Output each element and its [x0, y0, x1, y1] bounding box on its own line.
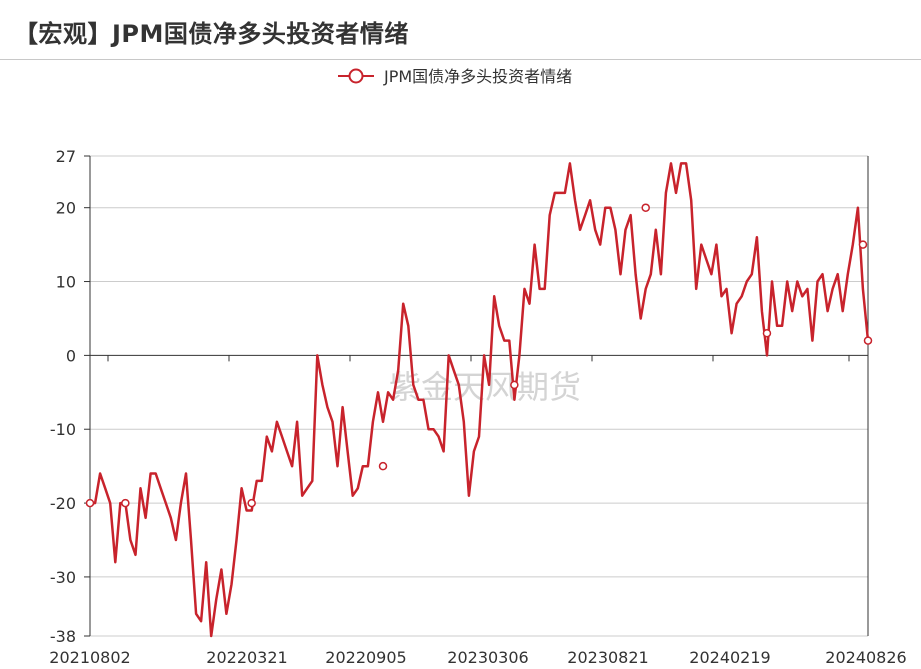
x-tick-label: 20220905 — [325, 648, 406, 667]
data-point-marker[interactable] — [641, 203, 650, 212]
legend-marker-icon — [348, 68, 364, 84]
x-tick-label: 20230821 — [567, 648, 648, 667]
y-axis-ticks: 27 20 10 0 -10 -20 -30 -38 — [50, 147, 90, 646]
x-tick-label: 20220321 — [206, 648, 287, 667]
y-tick-label: -10 — [50, 420, 76, 439]
data-point-marker[interactable] — [858, 240, 868, 249]
series-layer — [85, 162, 873, 638]
x-tick-label: 20230306 — [447, 648, 528, 667]
data-point-marker[interactable] — [510, 380, 519, 390]
y-tick-label: -30 — [50, 568, 76, 587]
x-axis-ticks: 20210802 20220321 20220905 20230306 20230821… — [49, 355, 907, 667]
data-point-marker[interactable] — [247, 498, 256, 508]
y-tick-label: 10 — [56, 273, 76, 292]
y-tick-label: -38 — [50, 627, 76, 646]
series-line — [88, 162, 870, 638]
legend-label: JPM国债净多头投资者情绪 — [383, 67, 572, 86]
legend[interactable]: JPM国债净多头投资者情绪 — [338, 67, 572, 86]
data-point-marker[interactable] — [121, 498, 130, 508]
y-tick-label: 0 — [66, 346, 76, 365]
data-point-marker[interactable] — [378, 461, 388, 471]
data-point-marker[interactable] — [85, 498, 95, 508]
page-title: 【宏观】JPM国债净多头投资者情绪 — [14, 20, 409, 48]
x-tick-label: 20240826 — [825, 648, 906, 667]
data-point-marker[interactable] — [762, 328, 772, 338]
y-tick-label: -20 — [50, 494, 76, 513]
y-tick-label: 27 — [56, 147, 76, 166]
data-point-marker[interactable] — [863, 336, 873, 345]
y-tick-label: 20 — [56, 199, 76, 218]
title-divider — [0, 59, 921, 60]
x-tick-label: 20240219 — [689, 648, 770, 667]
axes — [89, 156, 869, 636]
x-tick-label: 20210802 — [49, 648, 130, 667]
